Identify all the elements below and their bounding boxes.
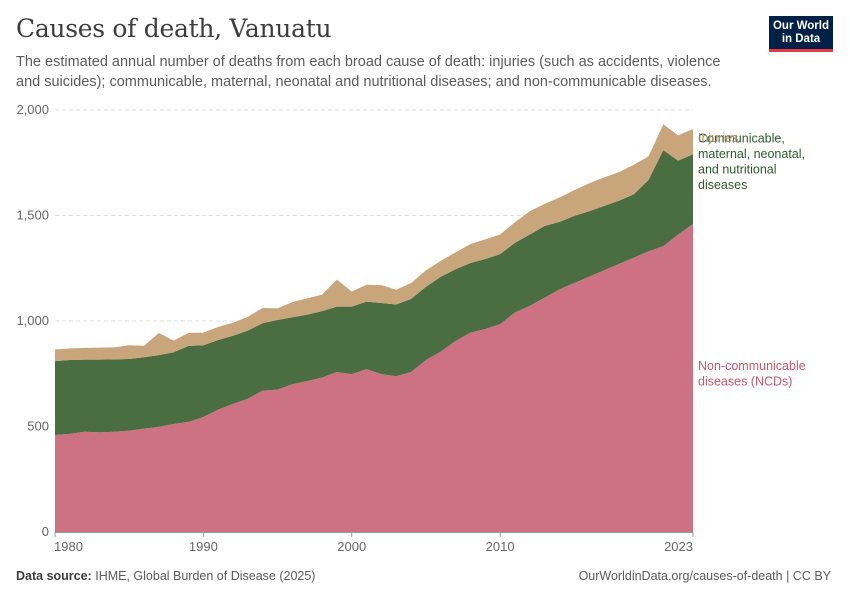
area-communicable[interactable] (55, 150, 693, 435)
x-tick-label: 2010 (486, 539, 515, 554)
x-tick-label: 1980 (54, 539, 83, 554)
logo-line-1: Our World (772, 20, 829, 32)
data-source: Data source: IHME, Global Burden of Dise… (16, 569, 315, 583)
x-tick-label: 2000 (337, 539, 366, 554)
source-url-link[interactable]: OurWorldinData.org/causes-of-death | CC … (578, 569, 831, 583)
x-tick-label: 2023 (664, 539, 693, 554)
y-tick-label: 500 (27, 419, 49, 434)
chart-title: Causes of death, Vanuatu (16, 14, 332, 43)
series-label-injuries: Injuries (698, 131, 738, 145)
y-tick-label: 0 (42, 524, 49, 539)
logo-line-2: in Data (781, 33, 821, 45)
y-tick-label: 1,500 (16, 208, 49, 223)
logo-accent-bar (769, 49, 833, 52)
data-source-label: Data source: (16, 569, 92, 583)
axis-layer: 0 500 1,000 1,500 2,000 1980 1990 2000 2010 2023 (16, 102, 694, 554)
area-layer (55, 124, 693, 532)
owid-logo[interactable]: Our World in Data (769, 16, 833, 52)
y-tick-label: 1,000 (16, 313, 49, 328)
chart-subtitle: The estimated annual number of deaths fr… (16, 54, 721, 90)
series-label-layer: Non-communicable diseases (NCDs) Communica… (698, 131, 806, 388)
series-label-communicable: Communicable, maternal, neonatal, and nutr… (698, 131, 805, 192)
series-label-ncd: Non-communicable diseases (NCDs) (698, 359, 806, 389)
area-ncd[interactable] (55, 223, 693, 532)
x-tick-label: 1990 (189, 539, 218, 554)
y-tick-label: 2,000 (16, 102, 49, 117)
data-source-text: IHME, Global Burden of Disease (2025) (95, 569, 316, 583)
